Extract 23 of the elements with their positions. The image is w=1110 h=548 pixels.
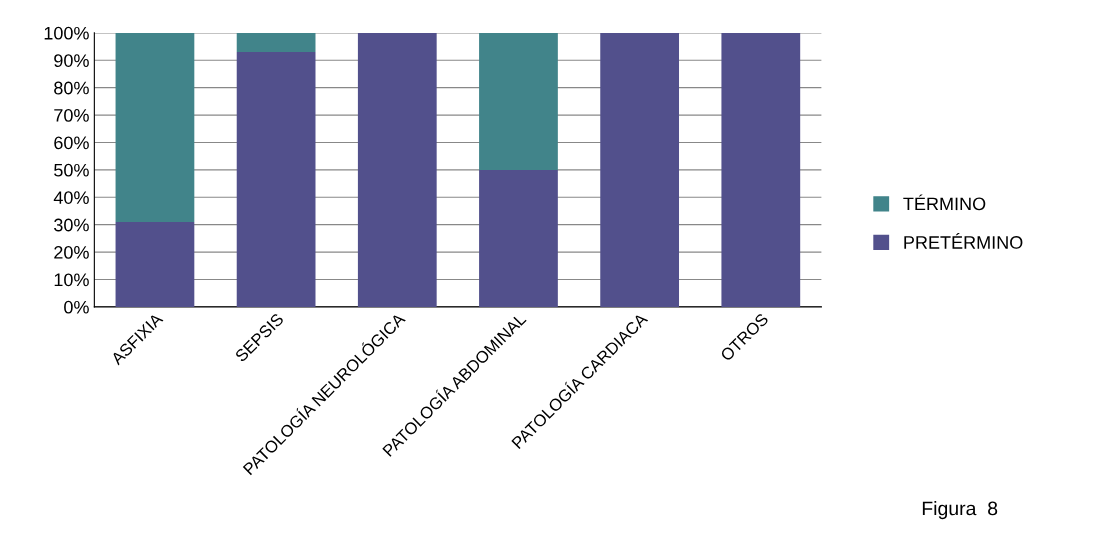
bar xyxy=(600,32,680,307)
y-tick-label: 30% xyxy=(54,218,89,232)
bar xyxy=(479,32,558,170)
y-tick-label: 70% xyxy=(54,109,89,122)
y-tick-label: 40% xyxy=(53,191,89,204)
bar xyxy=(115,32,195,222)
bar xyxy=(236,52,316,307)
y-tick-label: 100% xyxy=(44,26,89,40)
y-tick-label: 50% xyxy=(54,163,89,177)
y-tick-label: 0% xyxy=(64,300,89,314)
y-tick-label: 60% xyxy=(54,136,89,150)
y-tick-label: 80% xyxy=(54,81,89,95)
bar xyxy=(357,32,437,307)
bar xyxy=(479,169,558,307)
text: Figura 8 xyxy=(922,501,998,520)
y-tick-label: 20% xyxy=(54,246,89,259)
legend-label: PRETÉRMINO xyxy=(904,233,1023,249)
y-tick-label: 10% xyxy=(54,273,89,287)
legend-label: TÉRMINO xyxy=(903,194,986,211)
bar xyxy=(236,32,316,53)
bar xyxy=(115,221,195,307)
y-tick-label: 90% xyxy=(54,54,89,67)
bar xyxy=(721,32,801,307)
